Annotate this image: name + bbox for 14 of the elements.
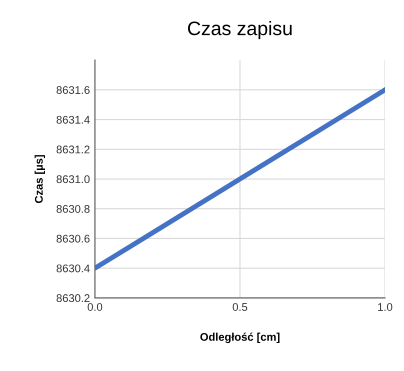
- x-tick-label: 0.0: [88, 303, 102, 311]
- y-tick-label: 8630.8: [56, 205, 90, 213]
- y-tick-label: 8631.0: [56, 175, 90, 184]
- y-tick-label: 8630.2: [56, 294, 90, 302]
- y-tick-label: 8630.4: [56, 264, 90, 272]
- chart-title: Czas zapisu: [188, 21, 292, 40]
- y-tick-label: 8631.2: [56, 146, 90, 154]
- y-tick-label: 8631.6: [56, 86, 90, 94]
- x-axis-title: Odległość [cm]: [200, 332, 280, 344]
- x-tick-label: 0.5: [232, 303, 248, 311]
- x-tick-label: 1.0: [378, 303, 392, 311]
- y-axis-title: Czas [µs]: [34, 155, 45, 204]
- y-tick-label: 8631.4: [56, 116, 90, 124]
- y-tick-label: 8630.6: [56, 234, 90, 243]
